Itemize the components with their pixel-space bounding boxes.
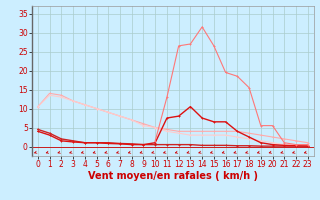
X-axis label: Vent moyen/en rafales ( km/h ): Vent moyen/en rafales ( km/h ) bbox=[88, 171, 258, 181]
